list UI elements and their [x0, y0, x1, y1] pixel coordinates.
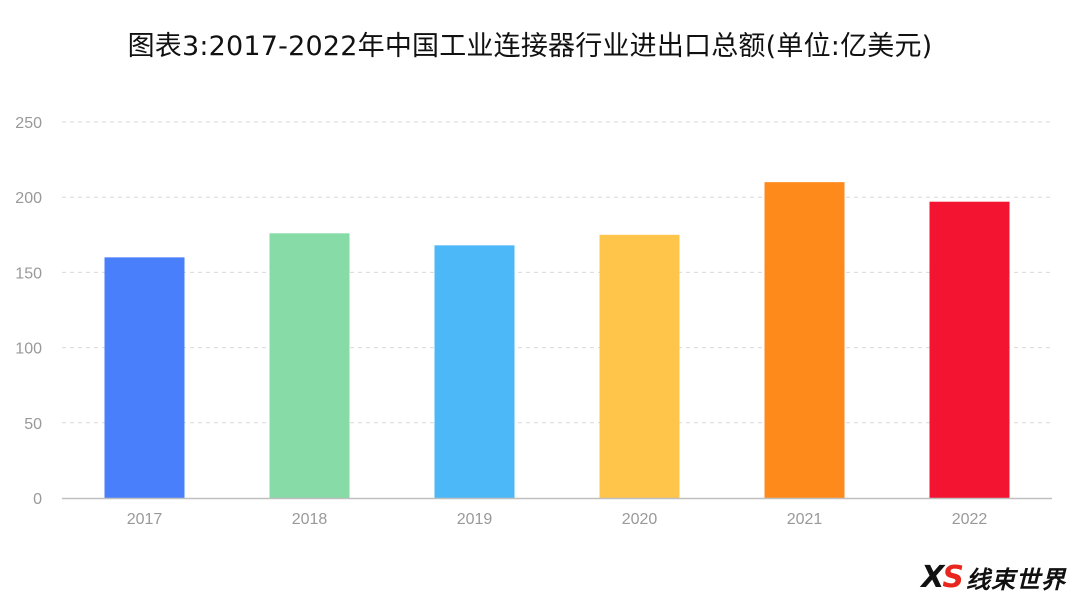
x-axis-ticks: 2017 2018 2019 2020 2021 2022: [127, 511, 988, 528]
grid-lines: [62, 121, 1052, 424]
bar-2019: [434, 245, 515, 498]
x-tick-label: 2020: [622, 511, 658, 528]
y-tick-label: 250: [15, 115, 42, 132]
y-tick-label: 150: [15, 265, 42, 282]
y-tick-label: 0: [33, 491, 42, 508]
logo-mark: XS: [921, 559, 964, 595]
bar-2022: [929, 201, 1010, 498]
bar-2017: [104, 257, 185, 498]
bars: [104, 182, 1010, 499]
bar-2021: [764, 182, 845, 498]
bar-2018: [269, 233, 350, 498]
y-axis-ticks: 0 50 100 150 200 250: [15, 115, 42, 508]
x-tick-label: 2022: [952, 511, 988, 528]
bar-2020: [599, 234, 680, 499]
y-tick-label: 50: [24, 416, 42, 433]
x-tick-label: 2019: [457, 511, 493, 528]
x-tick-label: 2021: [787, 511, 823, 528]
x-tick-label: 2017: [127, 511, 163, 528]
y-tick-label: 200: [15, 190, 42, 207]
watermark-logo: XS 线束世界: [921, 559, 1066, 595]
chart-title: 图表3:2017-2022年中国工业连接器行业进出口总额(单位:亿美元): [127, 31, 933, 62]
y-tick-label: 100: [15, 341, 42, 358]
logo-text: 线束世界: [966, 565, 1066, 594]
x-tick-label: 2018: [292, 511, 328, 528]
